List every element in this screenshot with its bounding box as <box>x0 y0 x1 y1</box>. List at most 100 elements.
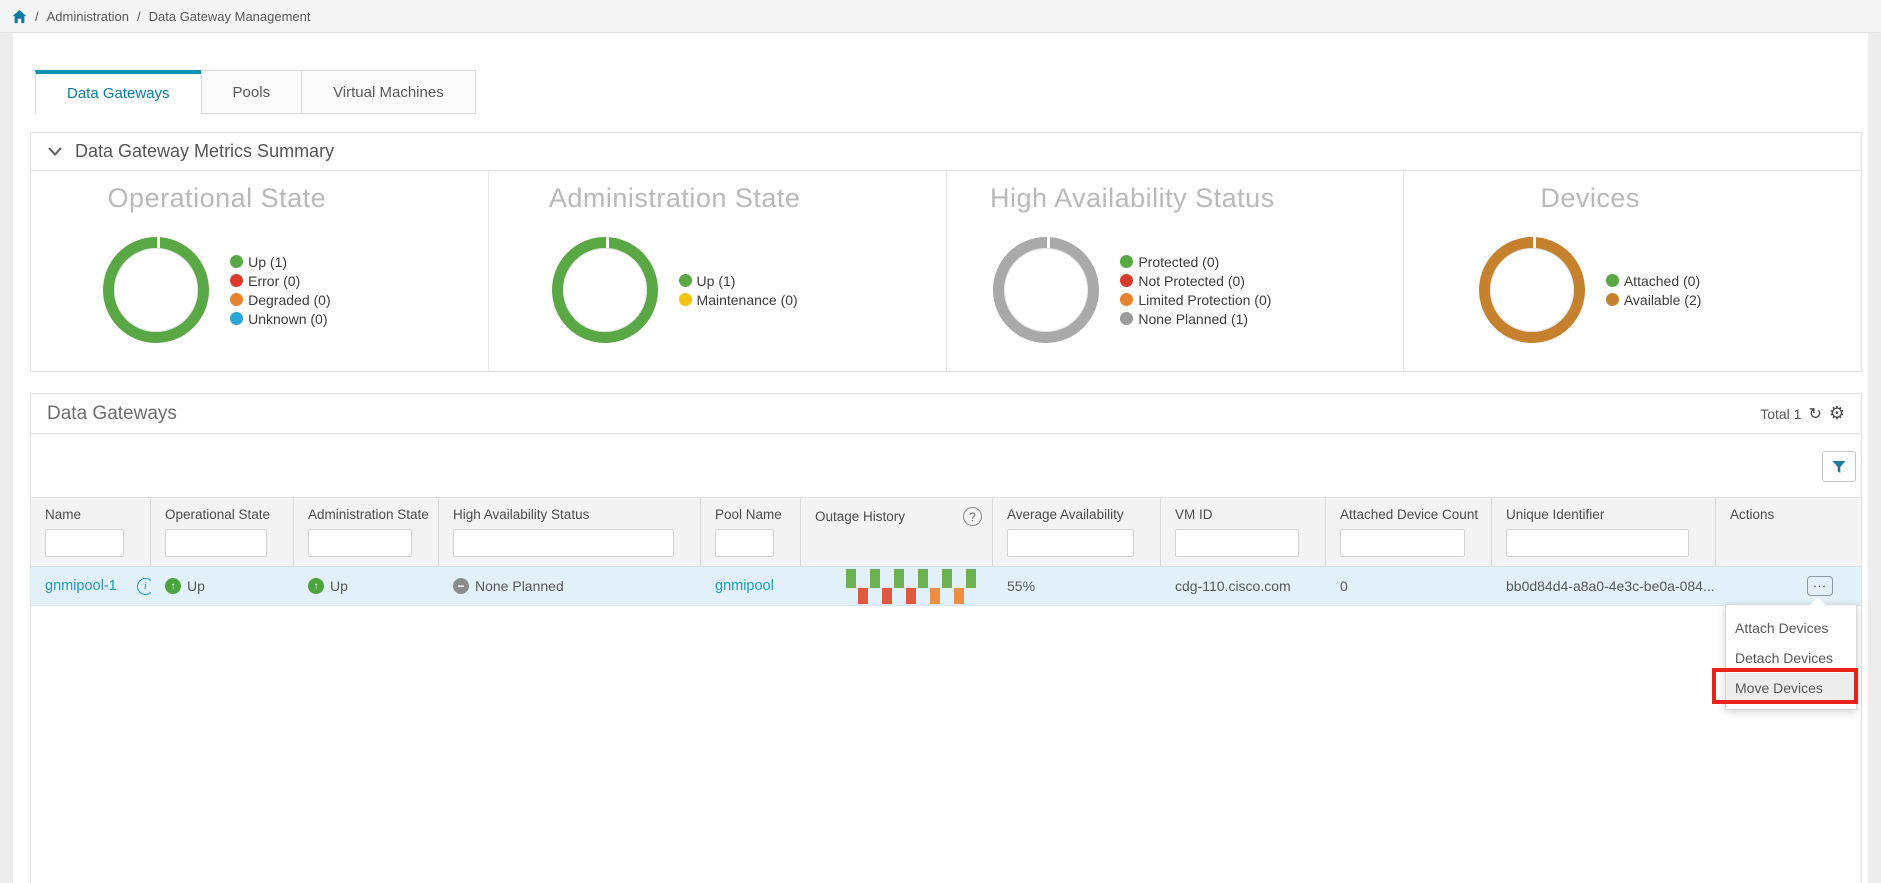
legend: Protected (0) Not Protected (0) Limited Pr… <box>1120 251 1271 330</box>
column-label: Attached Device Count <box>1340 507 1479 522</box>
row-actions-button[interactable]: ... <box>1807 576 1833 596</box>
table-row[interactable]: gnmipool-1 i ↑ Up ↑ Up − None Planned gnmipool 55… <box>31 567 1861 606</box>
table-toolbar <box>31 434 1861 497</box>
legend-item: Maintenance (0) <box>678 291 798 308</box>
metric-card-body: Up (1) Maintenance (0) <box>551 237 798 343</box>
column-label: VM ID <box>1175 507 1213 522</box>
column-header-vm-id: VM ID <box>1161 498 1326 566</box>
filter-input-name[interactable] <box>45 529 124 557</box>
gateway-name-link[interactable]: gnmipool-1 <box>45 578 117 594</box>
data-gateways-panel: Data Gateways Total 1 ↻ ⚙ Name Operationa… <box>30 393 1862 883</box>
filter-input-operational-state[interactable] <box>165 529 267 557</box>
legend-dot <box>1120 274 1134 287</box>
data-gateways-title: Data Gateways <box>47 402 177 424</box>
legend-label: Unknown (0) <box>248 310 328 327</box>
tab-pools[interactable]: Pools <box>200 70 303 114</box>
filter-input-unique-identifier[interactable] <box>1506 529 1689 557</box>
menu-item-attach-devices[interactable]: Attach Devices <box>1735 620 1829 636</box>
column-label: High Availability Status <box>453 507 590 522</box>
legend-dot <box>1605 274 1619 287</box>
outage-bar <box>966 568 976 588</box>
outage-bar <box>906 587 916 604</box>
legend-label: Protected (0) <box>1138 253 1220 270</box>
column-label: Name <box>45 507 82 522</box>
legend-dot <box>678 274 692 287</box>
filter-input-administration-state[interactable] <box>308 529 412 557</box>
tab-bar: Data Gateways Pools Virtual Machines <box>13 33 1868 114</box>
outage-bar <box>954 587 964 604</box>
legend-label: Error (0) <box>248 272 301 289</box>
donut-chart <box>1478 237 1585 343</box>
filter-button[interactable] <box>1822 451 1856 482</box>
legend-dot <box>1120 293 1134 306</box>
total-count: Total 1 <box>1760 405 1802 422</box>
filter-input-average-availability[interactable] <box>1007 529 1134 557</box>
column-label: Unique Identifier <box>1506 507 1605 522</box>
filter-input-high-availability-status[interactable] <box>453 529 674 557</box>
metrics-summary-header[interactable]: Data Gateway Metrics Summary <box>31 133 1861 171</box>
tab-data-gateways[interactable]: Data Gateways <box>35 70 202 114</box>
column-header-attached-device-count: Attached Device Count <box>1326 498 1492 566</box>
outage-bar <box>894 568 904 588</box>
info-icon[interactable]: i <box>136 577 151 595</box>
legend: Up (1) Maintenance (0) <box>678 270 798 311</box>
cell-attached-device-count: 0 <box>1326 578 1492 594</box>
legend-dot <box>230 293 244 306</box>
status-text: Up <box>330 578 348 594</box>
legend-item: Degraded (0) <box>230 292 331 308</box>
donut-chart <box>551 237 658 343</box>
column-header-high-availability-status: High Availability Status <box>439 498 701 566</box>
legend-dot <box>230 312 244 325</box>
menu-caret <box>1810 597 1826 605</box>
tab-virtual-machines[interactable]: Virtual Machines <box>301 70 476 114</box>
column-header-average-availability: Average Availability <box>993 498 1161 566</box>
legend-dot <box>230 274 244 287</box>
metric-card-body: Attached (0) Available (2) <box>1478 237 1702 343</box>
cell-outage-history <box>801 568 993 604</box>
metrics-cards-row: Operational State Up (1) Error (0) Degraded… <box>31 171 1861 371</box>
outage-bar <box>918 568 928 588</box>
column-header-actions: Actions <box>1716 498 1861 566</box>
filter-input-pool-name[interactable] <box>715 529 774 557</box>
metric-card-title: Administration State <box>548 183 801 213</box>
column-header-outage-history: Outage History? <box>801 498 993 566</box>
metric-card-body: Up (1) Error (0) Degraded (0) Unknown (0) <box>103 237 331 343</box>
column-header-operational-state: Operational State <box>151 498 294 566</box>
metrics-summary-title: Data Gateway Metrics Summary <box>75 141 335 161</box>
donut-notch <box>157 237 161 248</box>
breadcrumb-item-administration[interactable]: Administration <box>46 8 129 24</box>
column-label: Actions <box>1730 507 1775 522</box>
legend-dot <box>1120 255 1134 268</box>
metric-card-body: Protected (0) Not Protected (0) Limited Pr… <box>993 237 1271 343</box>
column-header-name: Name <box>31 498 151 566</box>
help-icon[interactable]: ? <box>963 507 982 526</box>
funnel-icon <box>1831 459 1847 475</box>
gear-icon[interactable]: ⚙ <box>1828 402 1845 424</box>
outage-history-chart <box>846 568 978 604</box>
refresh-icon[interactable]: ↻ <box>1808 403 1822 423</box>
chevron-down-icon[interactable] <box>48 147 62 156</box>
legend-label: Maintenance (0) <box>696 291 798 308</box>
menu-item-detach-devices[interactable]: Detach Devices <box>1735 650 1834 666</box>
legend-dot <box>230 255 244 268</box>
legend-item: Attached (0) <box>1605 273 1702 289</box>
legend-item: Available (2) <box>1605 291 1702 308</box>
filter-input-attached-device-count[interactable] <box>1340 529 1465 557</box>
menu-item-move-devices[interactable]: Move Devices <box>1726 673 1856 703</box>
outage-bar <box>858 587 868 604</box>
legend-label: Available (2) <box>1623 291 1702 308</box>
legend-item: Up (1) <box>678 273 798 289</box>
pool-name-link[interactable]: gnmipool <box>715 578 774 594</box>
legend-item: Limited Protection (0) <box>1120 292 1271 308</box>
cell-text: bb0d84d4-a8a0-4e3c-be0a-084... <box>1506 578 1715 594</box>
filter-input-vm-id[interactable] <box>1175 529 1299 557</box>
minus-icon: − <box>453 578 469 594</box>
column-label: Operational State <box>165 507 271 522</box>
column-header-unique-identifier: Unique Identifier <box>1492 498 1716 566</box>
home-icon[interactable] <box>12 9 27 24</box>
up-arrow-icon: ↑ <box>165 578 181 594</box>
outage-bar <box>870 568 880 588</box>
legend-item: None Planned (1) <box>1120 311 1271 327</box>
metric-card-title: High Availability Status <box>990 183 1275 213</box>
metric-card-high-availability-status: High Availability Status Protected (0) Not… <box>945 171 1404 371</box>
